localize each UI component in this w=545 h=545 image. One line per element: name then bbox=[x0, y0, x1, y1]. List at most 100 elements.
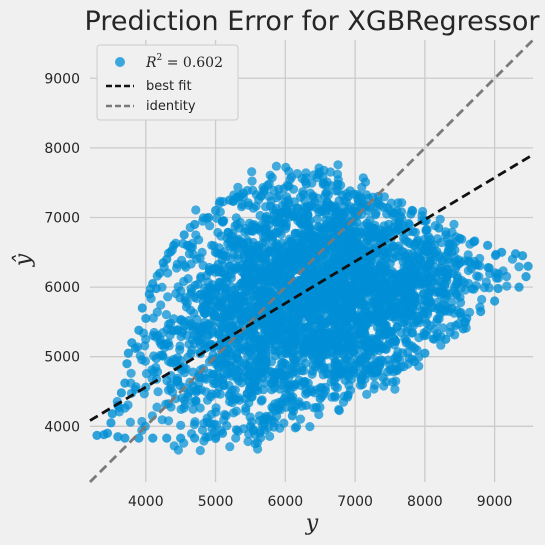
x-tick-label-0: 4000 bbox=[128, 494, 164, 510]
data-point bbox=[427, 276, 437, 286]
data-point bbox=[240, 271, 250, 281]
data-point-outlier-57 bbox=[378, 372, 388, 383]
data-point bbox=[314, 409, 324, 420]
data-point bbox=[340, 357, 350, 367]
data-point bbox=[205, 221, 215, 231]
data-point bbox=[387, 304, 397, 314]
data-point bbox=[211, 264, 221, 274]
data-point bbox=[260, 237, 271, 247]
data-point-outlier-46 bbox=[521, 272, 531, 282]
data-point bbox=[176, 420, 186, 430]
data-point bbox=[166, 318, 176, 328]
legend-marker bbox=[115, 57, 125, 67]
data-point-outlier-27 bbox=[259, 185, 270, 195]
data-point bbox=[317, 383, 327, 393]
data-point bbox=[373, 317, 383, 327]
data-point bbox=[393, 217, 403, 228]
data-point-outlier-70 bbox=[203, 432, 214, 442]
x-axis-label: y bbox=[305, 511, 319, 536]
data-point-outlier-59 bbox=[357, 371, 367, 381]
data-point-outlier-39 bbox=[455, 233, 465, 243]
data-point bbox=[429, 324, 440, 334]
data-point bbox=[211, 302, 221, 312]
data-point-outlier-68 bbox=[231, 425, 242, 435]
data-point-outlier-6 bbox=[120, 378, 130, 388]
data-point bbox=[247, 176, 257, 186]
data-point-outlier-11 bbox=[134, 325, 144, 335]
data-point bbox=[375, 288, 385, 298]
data-point-outlier-61 bbox=[329, 376, 339, 386]
data-point bbox=[148, 313, 158, 323]
data-point-outlier-26 bbox=[238, 188, 249, 198]
data-point bbox=[203, 277, 213, 287]
data-point bbox=[334, 226, 345, 236]
legend-box bbox=[96, 44, 239, 121]
data-point bbox=[410, 227, 420, 237]
data-point bbox=[390, 384, 400, 394]
data-point bbox=[435, 214, 445, 224]
data-point bbox=[409, 343, 420, 353]
data-point bbox=[212, 353, 222, 363]
data-point-outlier-19 bbox=[162, 254, 172, 264]
data-point bbox=[484, 283, 494, 293]
data-point bbox=[390, 336, 400, 346]
data-point bbox=[186, 348, 196, 359]
data-point bbox=[474, 272, 484, 282]
data-point bbox=[221, 288, 232, 298]
data-point bbox=[484, 263, 494, 273]
data-point-outlier-53 bbox=[441, 334, 451, 344]
data-point bbox=[298, 211, 308, 221]
data-point bbox=[166, 384, 176, 394]
data-point bbox=[226, 273, 236, 283]
data-point bbox=[153, 387, 163, 397]
data-point bbox=[244, 250, 254, 260]
data-point bbox=[137, 355, 147, 365]
data-point bbox=[190, 417, 200, 427]
data-point bbox=[193, 279, 203, 289]
data-point-outlier-41 bbox=[483, 240, 493, 250]
data-point bbox=[166, 325, 177, 335]
data-point-outlier-2 bbox=[106, 418, 116, 428]
data-point bbox=[349, 248, 359, 258]
data-point bbox=[215, 389, 225, 399]
data-point bbox=[419, 331, 429, 341]
data-point bbox=[320, 222, 330, 232]
data-point bbox=[195, 403, 205, 413]
data-point bbox=[169, 354, 179, 364]
legend-r2-entry: R2 = 0.602 bbox=[145, 53, 223, 71]
data-point bbox=[316, 364, 327, 374]
x-tick-label-5: 9000 bbox=[477, 494, 513, 510]
data-point bbox=[388, 377, 398, 387]
data-point bbox=[441, 251, 451, 261]
data-point bbox=[337, 217, 347, 227]
data-point bbox=[252, 356, 263, 366]
data-point bbox=[336, 244, 346, 254]
data-point bbox=[338, 287, 348, 297]
data-point bbox=[210, 290, 220, 300]
data-point bbox=[317, 283, 327, 293]
data-point bbox=[276, 245, 287, 255]
data-point bbox=[318, 328, 329, 338]
data-point bbox=[271, 341, 281, 351]
data-point bbox=[312, 214, 322, 224]
data-point bbox=[409, 240, 419, 250]
data-point bbox=[456, 298, 466, 308]
data-point bbox=[493, 273, 503, 283]
data-point-outlier-25 bbox=[224, 195, 235, 205]
data-point bbox=[404, 220, 414, 230]
data-point bbox=[227, 310, 238, 320]
data-point bbox=[267, 314, 277, 324]
data-point bbox=[264, 191, 274, 201]
data-point bbox=[293, 203, 303, 213]
data-point bbox=[256, 396, 266, 406]
data-point-outlier-72 bbox=[176, 433, 186, 443]
data-point bbox=[152, 402, 162, 412]
data-point bbox=[384, 326, 394, 336]
data-point bbox=[444, 239, 454, 249]
data-point bbox=[272, 215, 282, 225]
data-point bbox=[407, 328, 418, 338]
data-point bbox=[251, 201, 261, 211]
data-point-outlier-36 bbox=[406, 209, 416, 219]
data-point bbox=[242, 389, 252, 399]
data-point bbox=[256, 298, 267, 308]
